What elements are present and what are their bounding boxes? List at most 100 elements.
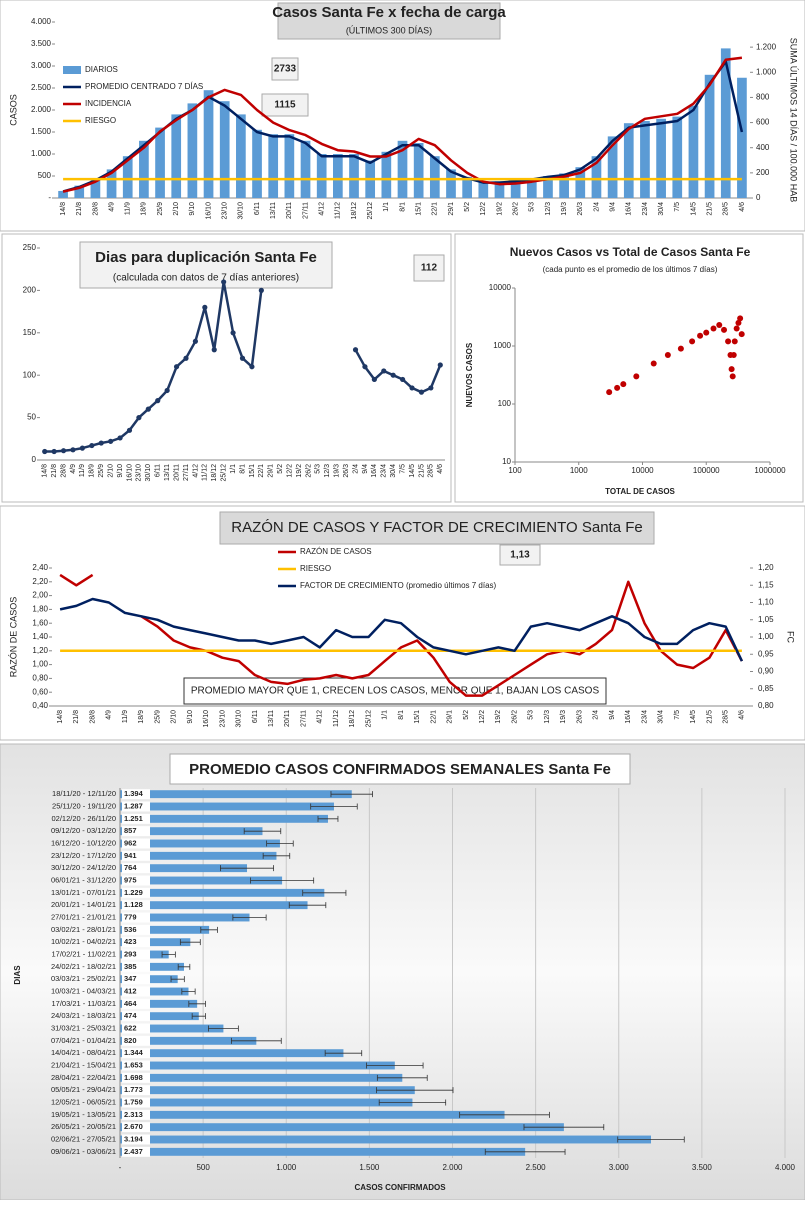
y-tick-label: 1,15 xyxy=(758,580,774,589)
x-tick-label: 2/10 xyxy=(107,464,114,478)
y-tick-label: 500 xyxy=(38,171,52,180)
x-tick-label: 500 xyxy=(196,1163,210,1172)
x-tick-label: 9/4 xyxy=(609,202,616,212)
value-label: 1.251 xyxy=(124,814,143,823)
error-bar xyxy=(324,1050,363,1057)
x-tick-label: 5/2 xyxy=(464,202,471,212)
error-bar xyxy=(191,1013,206,1020)
error-bar xyxy=(266,840,294,847)
y-tick-label: 03/03/21 - 25/02/21 xyxy=(51,974,116,983)
y-tick-label: 05/05/21 - 29/04/21 xyxy=(51,1085,116,1094)
label-bg xyxy=(122,1146,150,1157)
y-tick-label: 200 xyxy=(23,286,37,295)
x-tick-label: 18/12 xyxy=(211,464,218,482)
note: PROMEDIO MAYOR QUE 1, CRECEN LOS CASOS, … xyxy=(191,686,600,697)
point xyxy=(409,385,415,391)
bar xyxy=(510,180,521,198)
bar xyxy=(90,178,101,198)
point xyxy=(249,364,255,370)
x-tick-label: 4/6 xyxy=(739,202,746,212)
y-tick-label: 50 xyxy=(27,413,36,422)
y-tick-label: 1,00 xyxy=(758,632,774,641)
point xyxy=(164,387,170,394)
value-label: 2.670 xyxy=(124,1122,143,1131)
bar xyxy=(120,913,250,922)
y-tick-label: 27/01/21 - 21/01/21 xyxy=(51,912,116,921)
y-tick-label: 1.500 xyxy=(31,127,52,136)
x-tick-label: 14/8 xyxy=(42,464,49,478)
value-label: 1.229 xyxy=(124,888,143,897)
label-bg xyxy=(122,937,150,948)
x-tick-label: 14/8 xyxy=(57,710,64,724)
bar xyxy=(575,167,586,198)
legend-swatch xyxy=(63,66,81,74)
x-tick-label: 28/8 xyxy=(89,710,96,724)
x-tick-label: 9/10 xyxy=(187,710,194,724)
error-bar xyxy=(302,889,347,896)
x-tick-label: 15/1 xyxy=(416,202,423,216)
line xyxy=(59,573,744,697)
y-tick-label: 800 xyxy=(756,93,770,102)
y-tick-label: 0,95 xyxy=(758,649,774,658)
x-tick-label: 25/9 xyxy=(154,710,161,724)
x-tick-label: 18/9 xyxy=(141,202,148,216)
point xyxy=(738,331,745,338)
x-tick-label: 5/3 xyxy=(528,710,535,720)
x-tick-label: 12/2 xyxy=(286,464,293,478)
x-tick-label: 28/8 xyxy=(92,202,99,216)
x-tick-label: 20/11 xyxy=(286,202,293,219)
x-tick-label: 27/11 xyxy=(183,464,190,481)
point xyxy=(155,398,161,404)
y-tick-label: 400 xyxy=(756,143,770,152)
y-tick-label: 24/02/21 - 18/02/21 xyxy=(51,962,116,971)
error-bar xyxy=(170,976,185,983)
x-tick-label: 8/1 xyxy=(239,464,246,474)
point xyxy=(606,389,613,396)
label-bg xyxy=(122,924,150,935)
x-tick-label: 9/4 xyxy=(609,710,616,720)
x-tick-label: 16/4 xyxy=(625,710,632,724)
x-tick-label: 27/11 xyxy=(302,202,309,219)
x-tick-label: 25/12 xyxy=(221,464,228,482)
x-tick-label: 100000 xyxy=(693,466,720,475)
point xyxy=(633,373,640,380)
x-tick-label: 4.000 xyxy=(775,1163,796,1172)
point xyxy=(728,366,735,373)
error-bar xyxy=(459,1111,550,1118)
x-tick-label: 19/3 xyxy=(334,464,341,478)
x-tick-label: 21/8 xyxy=(51,464,58,478)
x-tick-label: 3.500 xyxy=(692,1163,713,1172)
y-tick-label: 10 xyxy=(502,457,511,466)
bar xyxy=(120,876,283,885)
bar xyxy=(120,901,308,910)
x-tick-label: 22/1 xyxy=(430,710,437,724)
x-tick-label: 2/4 xyxy=(593,710,600,720)
point xyxy=(117,435,123,441)
x-tick-label: 21/5 xyxy=(706,202,713,216)
value-label: 622 xyxy=(124,1023,137,1032)
point xyxy=(60,448,67,454)
bar xyxy=(316,154,327,198)
point xyxy=(721,326,728,333)
y-tick-label: 1.000 xyxy=(756,67,777,76)
y-tick-label: - xyxy=(48,193,51,202)
error-bar xyxy=(220,865,275,872)
bar xyxy=(688,105,699,198)
bar xyxy=(122,156,133,198)
x-tick-label: 6/11 xyxy=(155,464,162,477)
x-tick-label: 11/9 xyxy=(79,464,86,477)
bar xyxy=(526,178,537,198)
x-tick-label: 12/2 xyxy=(479,710,486,724)
title-box xyxy=(219,511,655,545)
error-bar xyxy=(378,1099,447,1106)
point xyxy=(664,351,671,358)
point xyxy=(145,406,151,412)
x-tick-label: 26/2 xyxy=(511,710,518,724)
value-label: 941 xyxy=(124,851,137,860)
label-bg xyxy=(122,813,150,824)
x-tick-label: 16/10 xyxy=(203,710,210,728)
point xyxy=(79,445,85,451)
y-tick-label: 25/11/20 - 19/11/20 xyxy=(52,801,116,810)
bar xyxy=(413,143,424,198)
label-bg xyxy=(122,1048,150,1059)
